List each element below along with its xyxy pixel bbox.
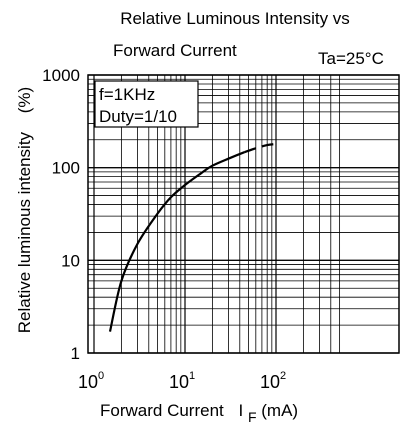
x-axis-subscript: F bbox=[248, 409, 257, 425]
x-tick-label: 100 bbox=[78, 370, 104, 392]
legend-line-1: f=1KHz bbox=[99, 85, 155, 104]
curve-solid-segment bbox=[108, 151, 245, 332]
y-axis-label-group: Relative luminous intensity (%) bbox=[15, 87, 34, 333]
y-tick-label: 1 bbox=[71, 344, 80, 363]
legend-box: f=1KHz Duty=1/10 bbox=[94, 80, 199, 128]
x-tick-labels: 100 101 102 bbox=[78, 370, 286, 392]
x-tick-label: 102 bbox=[260, 370, 286, 392]
y-axis-unit: (%) bbox=[15, 87, 34, 113]
x-tick-exponent: 0 bbox=[98, 370, 104, 382]
legend-frame bbox=[94, 80, 199, 128]
x-axis-label: Forward Current I F (mA) bbox=[100, 401, 298, 426]
x-tick-base: 10 bbox=[260, 372, 280, 392]
y-tick-labels: 1 10 100 1000 bbox=[42, 66, 80, 363]
plot-frame bbox=[87, 74, 400, 354]
condition-label: Ta=25°C bbox=[318, 49, 384, 68]
y-axis-label: Relative luminous intensity bbox=[15, 131, 34, 333]
y-tick-label: 1000 bbox=[42, 66, 80, 85]
x-tick-label: 101 bbox=[169, 370, 195, 392]
x-axis-symbol: I bbox=[239, 401, 244, 420]
x-axis-label-prefix: Forward Current bbox=[100, 401, 224, 420]
x-tick-base: 10 bbox=[169, 372, 189, 392]
x-tick-base: 10 bbox=[78, 372, 98, 392]
legend-line-2: Duty=1/10 bbox=[99, 107, 177, 126]
x-tick-exponent: 1 bbox=[189, 370, 195, 382]
chart-title-line1: Relative Luminous Intensity vs bbox=[120, 9, 350, 28]
x-axis-unit: (mA) bbox=[261, 401, 298, 420]
chart-title-line2: Forward Current bbox=[113, 41, 237, 60]
svg-text:Relative luminous intensity: Relative luminous intensity (%) bbox=[15, 87, 34, 333]
x-tick-exponent: 2 bbox=[280, 370, 286, 382]
curves bbox=[108, 142, 277, 332]
y-tick-label: 10 bbox=[61, 251, 80, 270]
curve-dashed-segment bbox=[244, 142, 277, 154]
y-tick-label: 100 bbox=[52, 159, 80, 178]
